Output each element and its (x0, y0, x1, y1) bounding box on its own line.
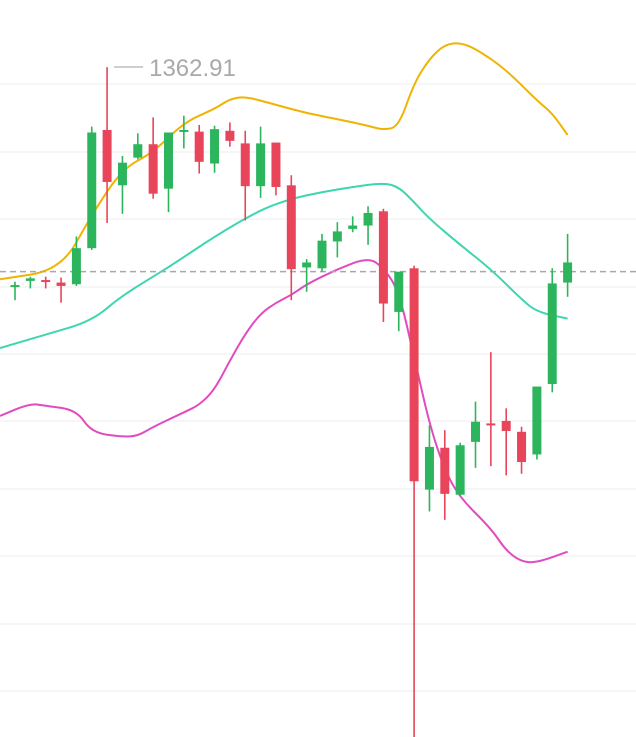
candle-body (378, 211, 388, 304)
candle-body (240, 143, 250, 187)
candle (501, 408, 511, 476)
candle (440, 430, 450, 520)
candle-body (25, 278, 35, 281)
candle (563, 233, 573, 297)
candle-body (286, 185, 296, 270)
candle-body (56, 282, 66, 286)
candle (117, 155, 127, 214)
upper-band-line (0, 42, 569, 281)
candle (25, 276, 35, 289)
candle-body (440, 447, 450, 494)
candle-body (87, 132, 97, 249)
candle-body (302, 262, 312, 268)
candle-body (41, 280, 51, 283)
candle (532, 386, 542, 460)
candle-body (317, 240, 327, 269)
candle-body (210, 129, 220, 164)
candle (455, 442, 465, 496)
candle (71, 236, 81, 286)
candle-body (455, 445, 465, 495)
candle (317, 233, 327, 272)
candle-body (332, 231, 342, 242)
candle-body (424, 446, 434, 490)
candle-body (164, 132, 173, 189)
candle-body (256, 143, 266, 187)
candle (424, 425, 434, 512)
candle (471, 401, 480, 468)
candle-body (194, 131, 204, 162)
candle (210, 125, 220, 173)
candle-body (563, 262, 573, 283)
candle (547, 268, 557, 393)
candle-body (547, 283, 557, 385)
candle-body (471, 421, 480, 442)
candle (486, 352, 496, 467)
candle (256, 126, 266, 198)
candle-body (117, 162, 127, 186)
candle-body (225, 130, 235, 141)
candle (286, 175, 296, 301)
high-marker: 1362.91 (114, 55, 236, 82)
candle (363, 206, 373, 245)
high-price-label: 1362.91 (149, 55, 236, 82)
candle-body (348, 225, 358, 229)
candle (133, 133, 143, 160)
candle-body (179, 129, 189, 132)
candle-body (517, 431, 527, 462)
candle-body (71, 248, 81, 285)
lower-band-line (0, 259, 568, 564)
candle (332, 222, 342, 258)
candle-body (409, 268, 419, 482)
candles (10, 67, 573, 737)
candle (517, 426, 527, 474)
candle-body (363, 212, 373, 226)
candle (240, 130, 250, 221)
bollinger-bands (0, 42, 569, 564)
candle (409, 265, 419, 737)
candle (102, 67, 112, 224)
candle (302, 259, 312, 292)
candle (394, 271, 404, 332)
candle (225, 122, 235, 147)
candle-body (394, 271, 404, 312)
candle (10, 281, 20, 301)
candle (179, 115, 189, 149)
candle-body (486, 423, 496, 426)
middle-band-line (0, 182, 568, 349)
candle (41, 276, 51, 289)
candle (194, 124, 204, 174)
candle (148, 117, 158, 199)
candle (348, 216, 358, 233)
candle (87, 126, 97, 250)
candle (164, 132, 173, 213)
candle-body (133, 144, 143, 158)
candle (378, 208, 388, 322)
candle (56, 277, 66, 303)
candle (271, 142, 281, 196)
candle-body (532, 386, 542, 455)
candle-body (10, 285, 20, 288)
candle-body (102, 129, 112, 182)
candle-body (501, 420, 511, 431)
candle-body (148, 144, 158, 194)
candle-body (271, 142, 281, 187)
